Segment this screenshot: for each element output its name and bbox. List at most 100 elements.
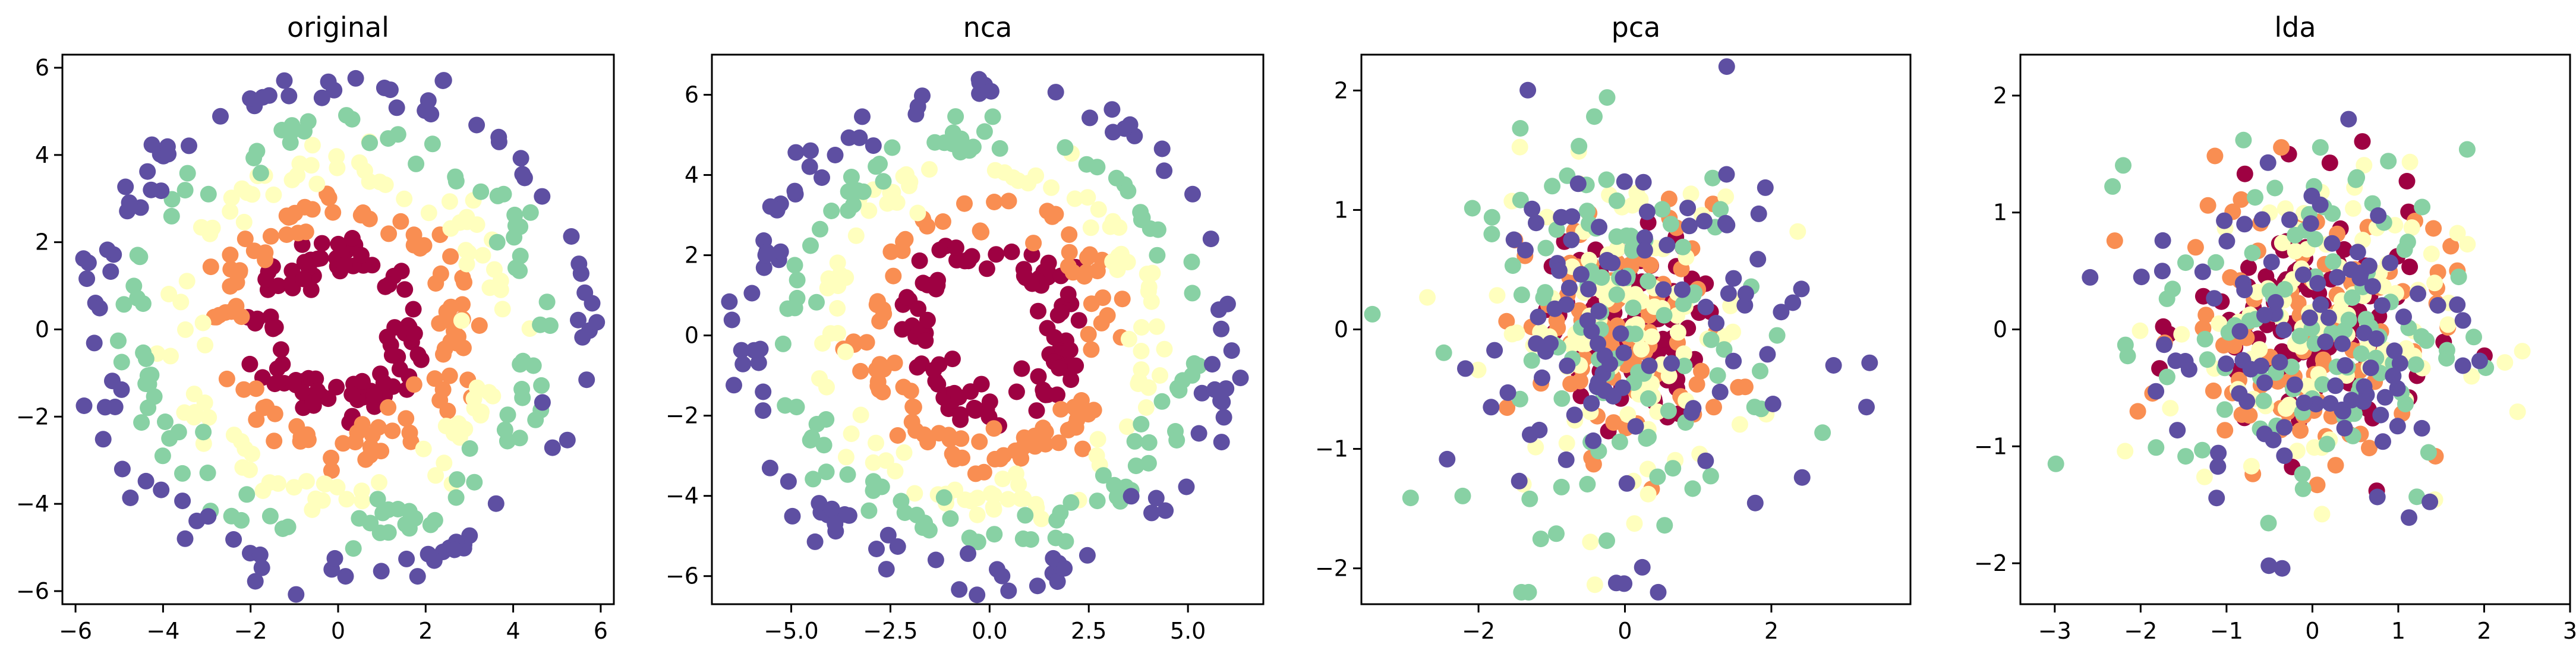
scatter-point bbox=[925, 361, 942, 378]
scatter-point bbox=[1682, 185, 1700, 203]
scatter-point bbox=[427, 275, 444, 292]
scatter-point bbox=[380, 399, 397, 416]
scatter-point bbox=[1483, 209, 1500, 226]
scatter-point bbox=[238, 486, 256, 503]
scatter-point bbox=[2292, 422, 2309, 439]
scatter-point bbox=[401, 520, 418, 537]
scatter-point bbox=[952, 406, 969, 423]
scatter-point bbox=[75, 397, 93, 414]
scatter-point bbox=[2382, 254, 2399, 271]
scatter-point bbox=[967, 465, 984, 482]
scatter-point bbox=[1684, 480, 1701, 497]
scatter-point bbox=[353, 247, 370, 264]
scatter-point bbox=[1572, 372, 1588, 390]
x-tick-label: 3 bbox=[2563, 618, 2576, 644]
scatter-point bbox=[820, 270, 837, 287]
scatter-point bbox=[2216, 401, 2233, 418]
y-tick-label: 6 bbox=[685, 82, 699, 108]
scatter-point bbox=[1705, 399, 1722, 416]
x-tick-label: 6 bbox=[594, 618, 608, 644]
scatter-point bbox=[2199, 351, 2216, 368]
scatter-point bbox=[330, 235, 347, 252]
scatter-point bbox=[934, 213, 951, 230]
scatter-point bbox=[534, 394, 551, 411]
scatter-point bbox=[447, 173, 465, 190]
scatter-point bbox=[1563, 231, 1580, 248]
scatter-point bbox=[954, 449, 970, 466]
scatter-point bbox=[2324, 205, 2341, 222]
scatter-point bbox=[113, 460, 131, 478]
scatter-point bbox=[823, 203, 840, 219]
scatter-point bbox=[1133, 343, 1150, 359]
scatter-point bbox=[1619, 406, 1637, 423]
scatter-point bbox=[2276, 447, 2293, 465]
scatter-point bbox=[1718, 166, 1735, 183]
scatter-point bbox=[1511, 138, 1528, 156]
scatter-point bbox=[1746, 494, 1764, 512]
scatter-point bbox=[285, 479, 302, 496]
scatter-point bbox=[522, 204, 539, 221]
scatter-point bbox=[2509, 403, 2526, 421]
scatter-point bbox=[260, 87, 278, 104]
scatter-point bbox=[1204, 356, 1221, 373]
scatter-point bbox=[308, 175, 326, 192]
x-tick-label: 5.0 bbox=[1170, 618, 1206, 644]
scatter-point bbox=[472, 183, 490, 200]
scatter-point bbox=[2370, 207, 2387, 224]
scatter-point bbox=[2385, 367, 2402, 384]
scatter-point bbox=[1049, 386, 1065, 403]
scatter-point bbox=[122, 490, 139, 506]
scatter-point bbox=[2148, 439, 2165, 456]
scatter-point bbox=[248, 143, 266, 160]
scatter-point bbox=[231, 263, 248, 280]
scatter-point bbox=[304, 137, 321, 154]
scatter-point bbox=[102, 263, 119, 280]
x-tick-label: −2 bbox=[234, 618, 267, 644]
scatter-point bbox=[354, 416, 371, 433]
scatter-point bbox=[811, 370, 828, 387]
scatter-point bbox=[391, 361, 408, 378]
scatter-point bbox=[777, 397, 794, 414]
scatter-point bbox=[1089, 492, 1106, 510]
points-layer bbox=[75, 70, 606, 603]
scatter-point bbox=[2047, 455, 2064, 472]
scatter-point bbox=[2281, 211, 2298, 228]
scatter-point bbox=[1099, 307, 1116, 324]
scatter-point bbox=[1608, 192, 1625, 209]
scatter-point bbox=[1168, 432, 1185, 449]
scatter-point bbox=[154, 447, 171, 465]
scatter-point bbox=[233, 512, 250, 529]
scatter-point bbox=[496, 421, 513, 438]
scatter-point bbox=[427, 467, 444, 484]
scatter-point bbox=[313, 235, 330, 252]
scatter-point bbox=[375, 374, 392, 392]
scatter-point bbox=[1711, 383, 1729, 400]
scatter-point bbox=[323, 462, 340, 479]
scatter-point bbox=[323, 449, 340, 466]
scatter-point bbox=[1640, 428, 1657, 446]
scatter-point bbox=[247, 380, 264, 397]
scatter-point bbox=[1061, 342, 1079, 359]
scatter-point bbox=[910, 300, 927, 317]
scatter-point bbox=[195, 424, 212, 441]
scatter-point bbox=[897, 231, 914, 248]
scatter-point bbox=[222, 278, 239, 295]
scatter-point bbox=[851, 129, 868, 146]
scatter-point bbox=[956, 195, 973, 212]
scatter-point bbox=[1598, 171, 1615, 188]
scatter-point bbox=[162, 348, 179, 365]
scatter-point bbox=[1528, 335, 1545, 352]
scatter-point bbox=[953, 430, 970, 447]
scatter-point bbox=[2471, 352, 2488, 370]
scatter-point bbox=[1435, 344, 1452, 361]
scatter-point bbox=[2235, 131, 2252, 149]
scatter-point bbox=[405, 226, 422, 244]
scatter-point bbox=[468, 116, 485, 134]
scatter-point bbox=[1025, 235, 1042, 252]
scatter-point bbox=[947, 108, 964, 125]
scatter-point bbox=[1598, 532, 1615, 550]
scatter-point bbox=[1553, 478, 1570, 495]
scatter-point bbox=[1143, 504, 1160, 522]
scatter-point bbox=[1027, 495, 1045, 513]
scatter-point bbox=[1752, 362, 1768, 380]
